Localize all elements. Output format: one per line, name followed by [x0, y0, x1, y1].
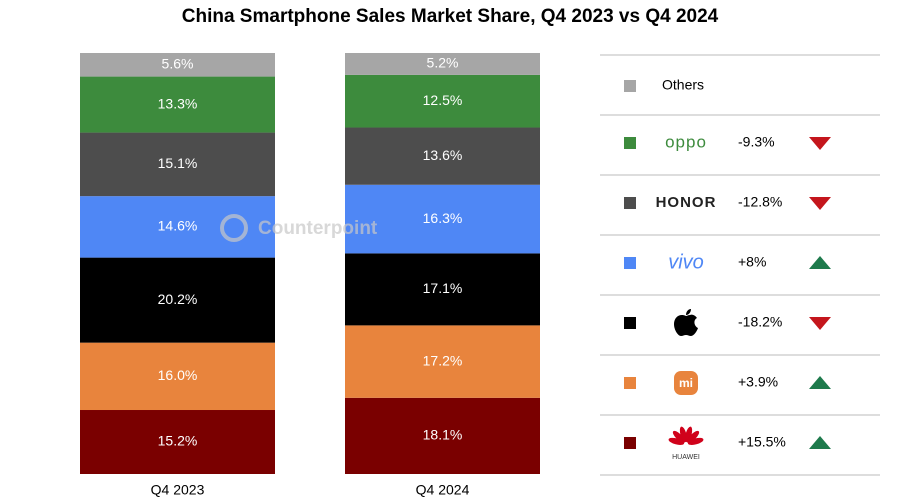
- apple-icon: [674, 309, 698, 336]
- legend-label: HONOR: [656, 194, 717, 211]
- legend-label: oppo: [665, 132, 707, 151]
- bar-segment: [80, 410, 275, 474]
- bar-segment: [345, 397, 540, 474]
- bar-segment: [345, 325, 540, 398]
- data-label: 16.3%: [423, 210, 463, 226]
- legend-swatch: [624, 377, 636, 389]
- up-arrow: [809, 256, 831, 269]
- down-arrow: [809, 317, 831, 330]
- watermark-icon: [220, 214, 248, 242]
- legend-swatch: [624, 257, 636, 269]
- data-label: 18.1%: [423, 427, 463, 443]
- bar-segment: [345, 53, 540, 75]
- up-arrow: [809, 376, 831, 389]
- data-label: 14.6%: [158, 218, 198, 234]
- change-label: +15.5%: [738, 434, 786, 450]
- data-label: 15.2%: [158, 433, 198, 449]
- bar-segment: [345, 253, 540, 326]
- up-arrow: [809, 436, 831, 449]
- x-tick-label: Q4 2023: [151, 482, 205, 498]
- data-label: 20.2%: [158, 291, 198, 307]
- data-label: 5.2%: [427, 55, 459, 71]
- legend-swatch: [624, 197, 636, 209]
- bar-segment: [345, 184, 540, 254]
- data-label: 12.5%: [423, 92, 463, 108]
- legend-swatch: [624, 137, 636, 149]
- huawei-petal: [672, 430, 685, 443]
- bar-segment: [80, 132, 275, 197]
- huawei-petal: [687, 430, 700, 443]
- bar-segment: [345, 74, 540, 128]
- mi-logo: [674, 371, 698, 395]
- watermark: Counterpoint: [258, 218, 378, 239]
- bar-segment: [80, 76, 275, 133]
- data-label: 15.1%: [158, 155, 198, 171]
- change-label: -12.8%: [738, 194, 782, 210]
- data-label: 17.2%: [423, 352, 463, 368]
- legend-swatch: [624, 437, 636, 449]
- bar-segment: [345, 127, 540, 185]
- legend-swatch: [624, 80, 636, 92]
- change-label: -9.3%: [738, 134, 775, 150]
- down-arrow: [809, 137, 831, 150]
- legend-label: Others: [662, 77, 704, 93]
- bar-segment: [80, 53, 275, 77]
- bar-segment: [80, 196, 275, 258]
- data-label: 13.3%: [158, 95, 198, 111]
- legend-label: HUAWEI: [672, 454, 700, 461]
- change-label: +8%: [738, 254, 766, 270]
- huawei-petal: [687, 437, 704, 445]
- data-label: 16.0%: [158, 367, 198, 383]
- x-tick-label: Q4 2024: [416, 482, 470, 498]
- data-label: 17.1%: [423, 280, 463, 296]
- data-label: 5.6%: [162, 55, 194, 71]
- legend-swatch: [624, 317, 636, 329]
- bar-segment: [80, 342, 275, 411]
- bar-segment: [80, 257, 275, 343]
- legend-label: mi: [679, 376, 693, 390]
- data-label: 13.6%: [423, 147, 463, 163]
- change-label: +3.9%: [738, 374, 778, 390]
- chart-title: China Smartphone Sales Market Share, Q4 …: [182, 6, 719, 27]
- legend-label: vivo: [668, 251, 704, 273]
- down-arrow: [809, 197, 831, 210]
- change-label: -18.2%: [738, 314, 782, 330]
